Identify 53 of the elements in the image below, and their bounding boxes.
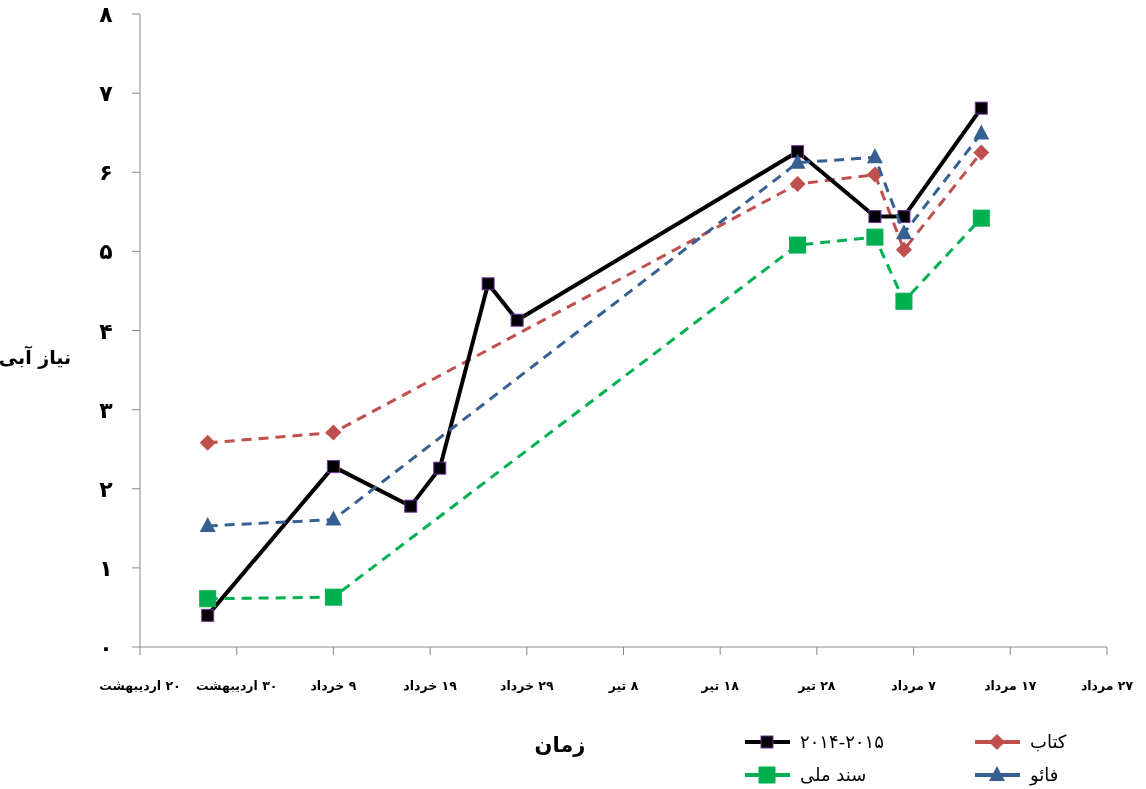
y-tick-label: ۲ <box>99 476 114 502</box>
legend-label: ۲۰۱۴-۲۰۱۵ <box>800 731 884 752</box>
point <box>326 460 340 474</box>
x-axis-title: زمان <box>534 733 586 757</box>
point <box>973 124 990 140</box>
point <box>973 144 990 161</box>
point <box>866 228 884 246</box>
point <box>895 292 913 310</box>
legend-label: فائو <box>1029 764 1059 786</box>
point <box>199 590 217 608</box>
x-tick-label: ۲۹ خرداد <box>500 678 554 693</box>
x-tick-label: ۲۷ مرداد <box>1080 678 1134 693</box>
y-tick-label: ۵ <box>99 239 113 265</box>
point <box>972 209 990 227</box>
y-tick-label: ۱ <box>99 555 113 581</box>
point <box>433 461 447 475</box>
point <box>791 145 805 159</box>
point <box>789 176 806 193</box>
y-tick-label: ۳ <box>99 397 114 423</box>
x-tick-label: ۷ مرداد <box>891 678 937 693</box>
legend-label: کتاب <box>1030 731 1067 752</box>
legend-label: سند ملی <box>800 764 867 785</box>
x-tick-label: ۲۰ اردیبهشت <box>99 678 181 693</box>
y-axis-title: نیاز آبی <box>0 345 72 369</box>
point <box>866 148 883 164</box>
x-tick-label: ۹ خرداد <box>310 678 357 693</box>
point <box>510 313 524 327</box>
y-tick-label: ۰ <box>99 635 113 660</box>
point <box>789 153 806 169</box>
point <box>324 588 342 606</box>
point <box>974 101 988 115</box>
y-tick-label: ۶ <box>99 160 113 186</box>
point <box>325 510 342 526</box>
x-tick-label: ۸ تیر <box>607 678 639 693</box>
x-tick-label: ۱۷ مرداد <box>984 678 1037 693</box>
y-tick-label: ۴ <box>99 318 113 344</box>
point <box>895 241 912 258</box>
y-tick-label: ۸ <box>99 2 114 27</box>
point <box>201 608 215 622</box>
point <box>895 224 912 240</box>
point <box>789 236 807 254</box>
x-tick-label: ۱۸ تیر <box>700 678 740 693</box>
point <box>866 166 883 183</box>
point <box>404 499 418 513</box>
point <box>199 516 216 532</box>
x-tick-label: ۲۸ تیر <box>797 678 836 693</box>
point <box>868 210 882 224</box>
point <box>199 434 216 451</box>
point <box>481 277 495 291</box>
x-tick-label: ۱۹ خرداد <box>403 678 458 693</box>
x-tick-label: ۳۰ اردیبهشت <box>195 678 278 693</box>
y-tick-label: ۷ <box>99 81 114 107</box>
point <box>325 424 342 441</box>
